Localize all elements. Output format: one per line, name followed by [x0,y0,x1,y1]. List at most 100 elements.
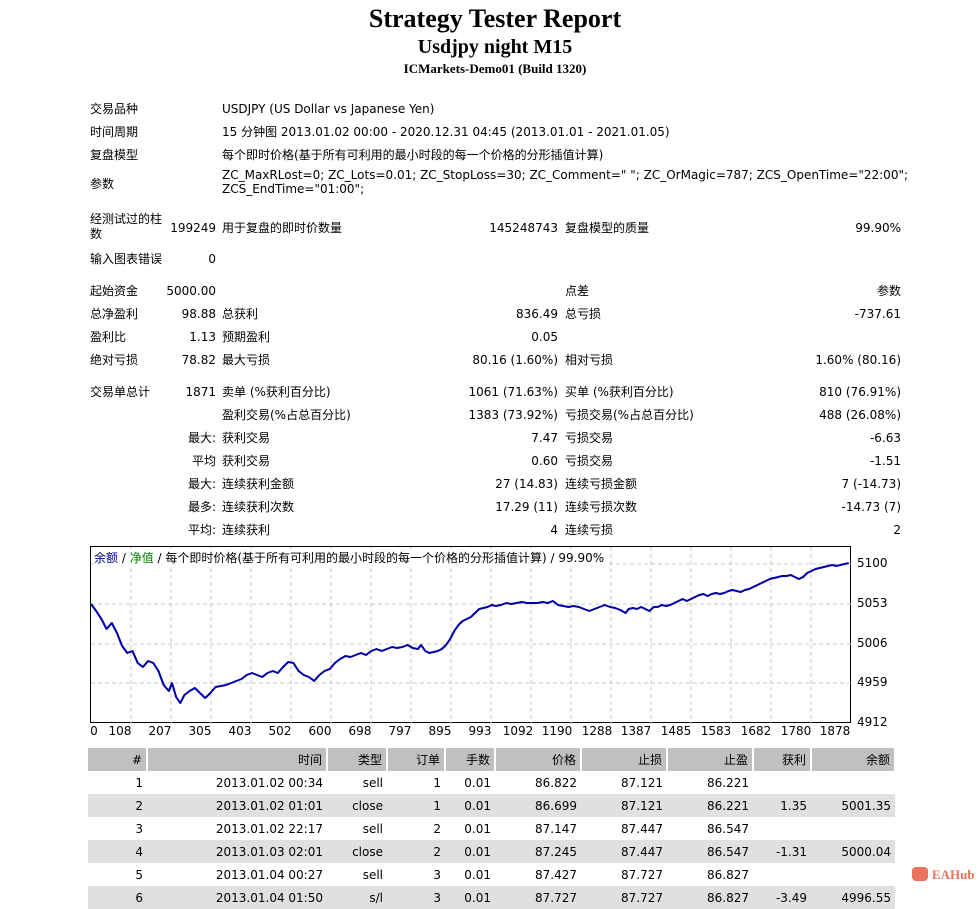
avg-consec-wins-label: 连续获利 [222,523,271,537]
errors-value: 0 [208,252,216,266]
x-tick-0: 0 [90,724,98,738]
legend-description: 每个即时价格(基于所有可利用的最小时段的每一个价格的分形插值计算) / 99.9… [165,551,605,565]
bars-value: 199249 [170,221,216,235]
cell-stop-loss: 87.447 [581,840,667,863]
trade-row: 5 2013.01.04 00:27 sell 3 0.01 87.427 87… [88,863,895,886]
long-value: 810 (76.91%) [819,385,901,399]
x-tick-5: 502 [268,724,292,738]
avg-consec-losses-value: 2 [893,523,901,537]
max-consec-wins-label: 连续获利金额 [222,477,295,491]
most-consec-row: 最多: 连续获利次数 17.29 (11) 连续亏损次数 -14.73 (7) [88,498,904,516]
col-time: 时间 [147,748,328,771]
cell-lots: 0.01 [464,775,491,790]
params-label: 参数 [90,177,115,191]
bars-values-row: 199249 用于复盘的即时价数量 145248743 复盘模型的质量 99.9… [88,219,904,237]
cell-balance: 5001.35 [811,794,895,817]
cell-balance: 4996.55 [811,886,895,909]
col-stop-loss: 止损 [581,748,668,771]
max-consec-losses-value: 7 (-14.73) [841,477,902,491]
bars-label-2: 数 [90,227,103,241]
cell-stop-loss: 87.121 [621,775,663,790]
deposit-row: 起始资金 5000.00 点差 参数 [88,282,904,300]
cell-price: 87.245 [495,840,581,863]
avg-consec-row: 平均: 连续获利 4 连续亏损 2 [88,521,904,539]
net-profit-row: 总净盈利 98.88 总获利 836.49 总亏损 -737.61 [88,305,904,323]
model-value: 每个即时价格(基于所有可利用的最小时段的每一个价格的分形插值计算) [222,148,604,162]
deposit-label: 起始资金 [90,284,139,298]
abs-drawdown-value: 78.82 [181,353,216,367]
cell-time: 2013.01.04 00:27 [215,867,323,882]
x-tick-19: 1878 [819,724,851,738]
cell-lots: 0.01 [464,821,491,836]
balance-chart: 余额 / 净值 / 每个即时价格(基于所有可利用的最小时段的每一个价格的分形插值… [90,546,852,724]
cell-order: 2 [433,821,441,836]
avg-consec-prefix: 平均: [187,523,216,537]
legend-sep-1: / [118,551,130,565]
x-tick-14: 1387 [620,724,652,738]
cell-time: 2013.01.04 01:50 [147,886,327,909]
ticks-label: 用于复盘的即时价数量 [222,221,343,235]
max-consec-profit-value: 17.29 (11) [495,500,558,514]
x-tick-2: 207 [148,724,172,738]
loss-trades-value: 488 (26.08%) [819,408,901,422]
x-tick-18: 1780 [780,724,812,738]
average-row: 平均 获利交易 0.60 亏损交易 -1.51 [88,452,904,470]
x-tick-10: 993 [468,724,492,738]
average-loss-value: -1.51 [869,454,901,468]
deposit-value: 5000.00 [166,284,216,298]
cell-order: 1 [387,794,445,817]
gross-profit-value: 836.49 [516,307,558,321]
cell-take-profit: 86.827 [707,867,749,882]
errors-label: 输入图表错误 [90,252,163,266]
rel-drawdown-value: 1.60% (80.16) [815,353,901,367]
profit-factor-label: 盈利比 [90,330,127,344]
profit-trades-label: 盈利交易(%占总百分比) [222,408,351,422]
drawdown-row: 绝对亏损 78.82 最大亏损 80.16 (1.60%) 相对亏损 1.60%… [88,351,904,369]
average-profit-label: 获利交易 [222,454,271,468]
spread-label: 点差 [565,284,590,298]
max-consec-wins-value: 27 (14.83) [495,477,558,491]
largest-loss-value: -6.63 [869,431,901,445]
x-tick-15: 1485 [660,724,692,738]
net-profit-label: 总净盈利 [90,307,139,321]
bars-row: 经测试过的柱 数 [88,212,904,244]
x-tick-7: 698 [348,724,372,738]
legend-balance: 余额 [94,551,119,565]
largest-loss-label: 亏损交易 [565,431,614,445]
legend-sep-2: / [153,551,166,565]
cell-profit [753,863,811,886]
cell-time: 2013.01.02 00:34 [215,775,323,790]
cell-stop-loss: 87.121 [581,794,667,817]
cell-profit: 1.35 [753,794,811,817]
largest-profit-value: 7.47 [531,431,558,445]
cell-price: 87.427 [535,867,577,882]
max-consec-profit-label: 连续获利次数 [222,500,295,514]
profit-factor-value: 1.13 [189,330,216,344]
cell-lots: 0.01 [445,886,495,909]
average-prefix: 平均 [191,454,216,468]
trades-table: # 时间 类型 订单 手数 价格 止损 止盈 获利 余额 1 2013.01.0… [88,748,896,909]
report-title: Strategy Tester Report [368,4,622,33]
profit-trades-value: 1383 (73.92%) [468,408,558,422]
cell-take-profit: 86.221 [707,775,749,790]
balance-line [91,562,849,704]
cell-order: 1 [433,775,441,790]
cell-take-profit: 86.547 [667,840,753,863]
cell-lots: 0.01 [445,840,495,863]
y-tick-2: 5006 [857,636,888,650]
trade-row: 1 2013.01.02 00:34 sell 1 0.01 86.822 87… [88,771,895,794]
col-balance: 余额 [811,748,896,771]
cell-stop-loss: 87.727 [581,886,667,909]
cell-type: close [327,840,387,863]
col-profit: 获利 [753,748,812,771]
cell-take-profit: 86.547 [707,821,749,836]
report-subtitle: Usdjpy night M15 [417,36,573,58]
cell-type: s/l [327,886,387,909]
profit-trades-row: 盈利交易(%占总百分比) 1383 (73.92%) 亏损交易(%占总百分比) … [88,406,904,424]
total-trades-value: 1871 [185,385,216,399]
cell-time: 2013.01.03 02:01 [147,840,327,863]
short-label: 卖单 (%获利百分比) [222,385,331,399]
x-tick-11: 1092 [502,724,534,738]
cell-take-profit: 86.221 [667,794,753,817]
trade-row: 3 2013.01.02 22:17 sell 2 0.01 87.147 87… [88,817,895,840]
